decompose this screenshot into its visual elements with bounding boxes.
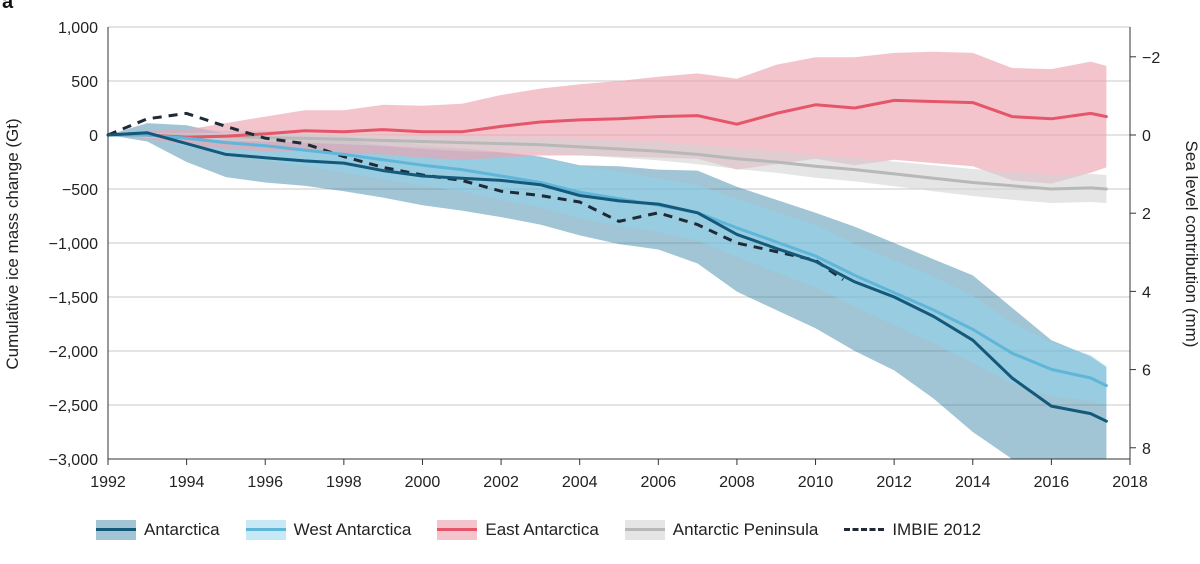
y-tick-label: 0 xyxy=(89,128,98,145)
legend-swatch-antarctic-peninsula xyxy=(624,520,665,540)
band-antarctic-peninsula xyxy=(108,132,1107,203)
line-west-antarctica xyxy=(106,133,1108,388)
x-tick-label: 1998 xyxy=(326,474,362,491)
legend-swatch-antarctica xyxy=(96,520,136,540)
y-tick-label: −2,000 xyxy=(49,344,98,361)
uncertainty-bands xyxy=(108,51,1107,459)
x-tick-label: 2014 xyxy=(955,474,991,491)
y-tick-label: −500 xyxy=(62,182,98,199)
legend-swatch-east-antarctica xyxy=(437,520,478,540)
y-tick-label: 500 xyxy=(71,74,98,91)
axes: 1,000 500 0 −500 −1,000 −1,500 −2,000 −2,500 −3,… xyxy=(49,20,1161,491)
y-tick-label: −1,500 xyxy=(49,290,98,307)
legend-item-antarctic-peninsula: Antarctic Peninsula xyxy=(624,520,819,540)
y-tick-label: −3,000 xyxy=(49,452,98,469)
y-axis-label: Cumulative ice mass change (Gt) xyxy=(3,118,22,369)
x-tick-label: 2018 xyxy=(1112,474,1148,491)
y-tick-label: 1,000 xyxy=(58,20,98,37)
legend: Antarctica West Antarctica East Antarcti… xyxy=(96,520,1007,540)
panel-label: a xyxy=(2,0,14,13)
legend-swatch-west-antarctica xyxy=(245,520,286,540)
line-antarctic-peninsula xyxy=(106,133,1108,191)
line-east-antarctica xyxy=(106,98,1108,139)
y2-tick-label: 6 xyxy=(1142,363,1151,380)
y2-tick-label: 0 xyxy=(1142,128,1151,145)
y-tick-label: −1,000 xyxy=(49,236,98,253)
legend-label-east-antarctica: East Antarctica xyxy=(485,520,599,539)
y-tick-label: −2,500 xyxy=(49,398,98,415)
legend-item-imbie-2012: IMBIE 2012 xyxy=(844,520,981,540)
y2-axis-label: Sea level contribution (mm) xyxy=(1182,141,1200,348)
x-tick-label: 2012 xyxy=(876,474,912,491)
x-tick-label: 2006 xyxy=(641,474,677,491)
y2-tick-label: −2 xyxy=(1142,50,1160,67)
legend-label-antarctic-peninsula: Antarctic Peninsula xyxy=(672,520,819,539)
y2-tick-label: 8 xyxy=(1142,441,1151,458)
x-tick-label: 1992 xyxy=(90,474,126,491)
x-tick-label: 1996 xyxy=(247,474,283,491)
line-antarctica xyxy=(106,131,1108,423)
x-tick-label: 2000 xyxy=(405,474,441,491)
legend-label-west-antarctica: West Antarctica xyxy=(293,520,412,539)
legend-swatch-imbie-2012 xyxy=(844,520,885,540)
legend-item-antarctica: Antarctica xyxy=(96,520,220,540)
x-tick-label: 2004 xyxy=(562,474,598,491)
legend-label-antarctica: Antarctica xyxy=(144,520,220,539)
series-lines xyxy=(106,98,1108,423)
x-tick-label: 2008 xyxy=(719,474,755,491)
y2-tick-label: 2 xyxy=(1142,206,1151,223)
band-west-antarctica xyxy=(108,129,1107,405)
x-tick-label: 1994 xyxy=(169,474,205,491)
x-tick-label: 2010 xyxy=(798,474,834,491)
legend-item-west-antarctica: West Antarctica xyxy=(245,520,412,540)
legend-label-imbie-2012: IMBIE 2012 xyxy=(892,520,982,539)
y2-tick-label: 4 xyxy=(1142,284,1151,301)
legend-item-east-antarctica: East Antarctica xyxy=(437,520,599,540)
ice-mass-chart: 1,000 500 0 −500 −1,000 −1,500 −2,000 −2,500 −3,… xyxy=(3,20,1200,491)
x-tick-label: 2002 xyxy=(483,474,519,491)
line-imbie-2012 xyxy=(107,111,844,281)
x-tick-label: 2016 xyxy=(1034,474,1070,491)
